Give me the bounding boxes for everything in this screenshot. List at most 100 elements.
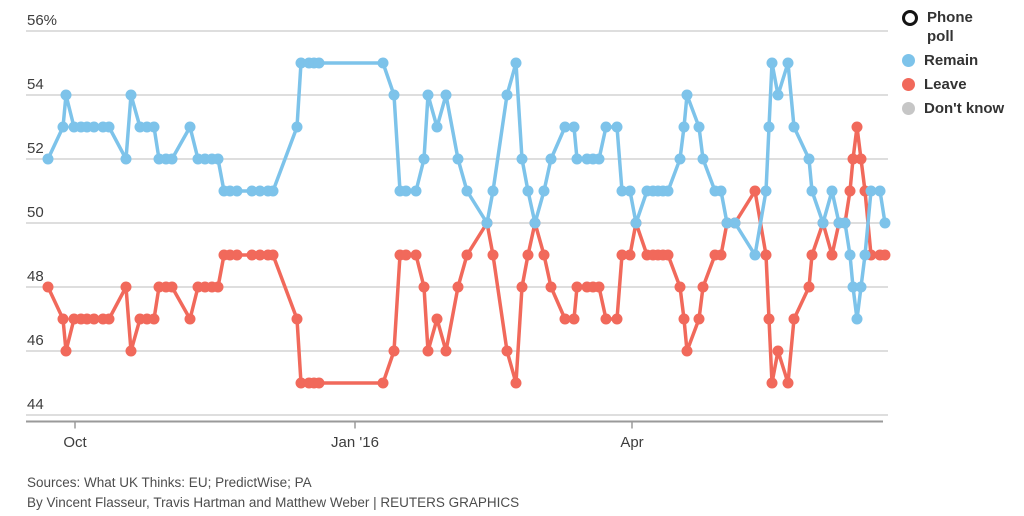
leave-point[interactable]: [184, 313, 196, 325]
remain-point[interactable]: [529, 217, 541, 229]
remain-point[interactable]: [461, 185, 473, 197]
remain-point[interactable]: [538, 185, 550, 197]
legend-item-leave[interactable]: Leave: [902, 75, 1024, 94]
remain-point[interactable]: [630, 217, 642, 229]
leave-point[interactable]: [422, 345, 434, 357]
remain-point[interactable]: [212, 153, 224, 165]
remain-point[interactable]: [42, 153, 54, 165]
remain-point[interactable]: [760, 185, 772, 197]
legend-item-remain[interactable]: Remain: [902, 51, 1024, 70]
remain-point[interactable]: [721, 217, 733, 229]
leave-point[interactable]: [788, 313, 800, 325]
leave-point[interactable]: [125, 345, 137, 357]
remain-point[interactable]: [855, 281, 867, 293]
leave-point[interactable]: [522, 249, 534, 261]
leave-point[interactable]: [559, 313, 571, 325]
leave-point[interactable]: [410, 249, 422, 261]
remain-point[interactable]: [879, 217, 891, 229]
leave-point[interactable]: [782, 377, 794, 389]
leave-point[interactable]: [772, 345, 784, 357]
remain-point[interactable]: [231, 185, 243, 197]
leave-point[interactable]: [600, 313, 612, 325]
remain-point[interactable]: [624, 185, 636, 197]
leave-point[interactable]: [231, 249, 243, 261]
legend-item-phone-poll[interactable]: Phone poll: [902, 8, 1024, 46]
leave-point[interactable]: [440, 345, 452, 357]
leave-point[interactable]: [501, 345, 513, 357]
remain-point[interactable]: [844, 249, 856, 261]
remain-point[interactable]: [559, 121, 571, 133]
leave-point[interactable]: [678, 313, 690, 325]
remain-point[interactable]: [522, 185, 534, 197]
leave-point[interactable]: [879, 249, 891, 261]
remain-point[interactable]: [681, 89, 693, 101]
remain-point[interactable]: [611, 121, 623, 133]
leave-point[interactable]: [313, 377, 325, 389]
leave-point[interactable]: [803, 281, 815, 293]
remain-point[interactable]: [440, 89, 452, 101]
leave-point[interactable]: [148, 313, 160, 325]
remain-point[interactable]: [749, 249, 761, 261]
leave-point[interactable]: [388, 345, 400, 357]
leave-point[interactable]: [516, 281, 528, 293]
leave-point[interactable]: [568, 313, 580, 325]
leave-point[interactable]: [42, 281, 54, 293]
remain-point[interactable]: [593, 153, 605, 165]
leave-point[interactable]: [844, 185, 856, 197]
leave-point[interactable]: [246, 249, 258, 261]
remain-point[interactable]: [715, 185, 727, 197]
remain-point[interactable]: [674, 153, 686, 165]
remain-point[interactable]: [616, 185, 628, 197]
remain-point[interactable]: [662, 185, 674, 197]
leave-point[interactable]: [538, 249, 550, 261]
leave-point[interactable]: [749, 185, 761, 197]
remain-point[interactable]: [766, 57, 778, 69]
remain-point[interactable]: [120, 153, 132, 165]
remain-point[interactable]: [103, 121, 115, 133]
leave-point[interactable]: [431, 313, 443, 325]
remain-point[interactable]: [422, 89, 434, 101]
remain-point[interactable]: [803, 153, 815, 165]
remain-point[interactable]: [788, 121, 800, 133]
leave-point[interactable]: [855, 153, 867, 165]
remain-point[interactable]: [377, 57, 389, 69]
leave-point[interactable]: [452, 281, 464, 293]
leave-point[interactable]: [851, 121, 863, 133]
leave-point[interactable]: [88, 313, 100, 325]
leave-point[interactable]: [57, 313, 69, 325]
leave-point[interactable]: [593, 281, 605, 293]
leave-point[interactable]: [760, 249, 772, 261]
leave-point[interactable]: [103, 313, 115, 325]
leave-point[interactable]: [697, 281, 709, 293]
remain-point[interactable]: [839, 217, 851, 229]
remain-point[interactable]: [410, 185, 422, 197]
remain-point[interactable]: [678, 121, 690, 133]
remain-point[interactable]: [57, 121, 69, 133]
remain-point[interactable]: [729, 217, 741, 229]
legend-item-dont-know[interactable]: Don't know: [902, 99, 1024, 118]
remain-point[interactable]: [487, 185, 499, 197]
leave-point[interactable]: [826, 249, 838, 261]
remain-point[interactable]: [148, 121, 160, 133]
remain-point[interactable]: [874, 185, 886, 197]
leave-point[interactable]: [674, 281, 686, 293]
leave-point[interactable]: [545, 281, 557, 293]
leave-point[interactable]: [166, 281, 178, 293]
leave-point[interactable]: [806, 249, 818, 261]
remain-point[interactable]: [817, 217, 829, 229]
remain-point[interactable]: [400, 185, 412, 197]
remain-point[interactable]: [125, 89, 137, 101]
remain-point[interactable]: [246, 185, 258, 197]
remain-point[interactable]: [254, 185, 266, 197]
leave-point[interactable]: [487, 249, 499, 261]
remain-point[interactable]: [388, 89, 400, 101]
leave-point[interactable]: [60, 345, 72, 357]
leave-point[interactable]: [693, 313, 705, 325]
remain-point[interactable]: [865, 185, 877, 197]
leave-point[interactable]: [766, 377, 778, 389]
remain-point[interactable]: [184, 121, 196, 133]
leave-point[interactable]: [267, 249, 279, 261]
remain-point[interactable]: [313, 57, 325, 69]
leave-point[interactable]: [715, 249, 727, 261]
remain-point[interactable]: [481, 217, 493, 229]
